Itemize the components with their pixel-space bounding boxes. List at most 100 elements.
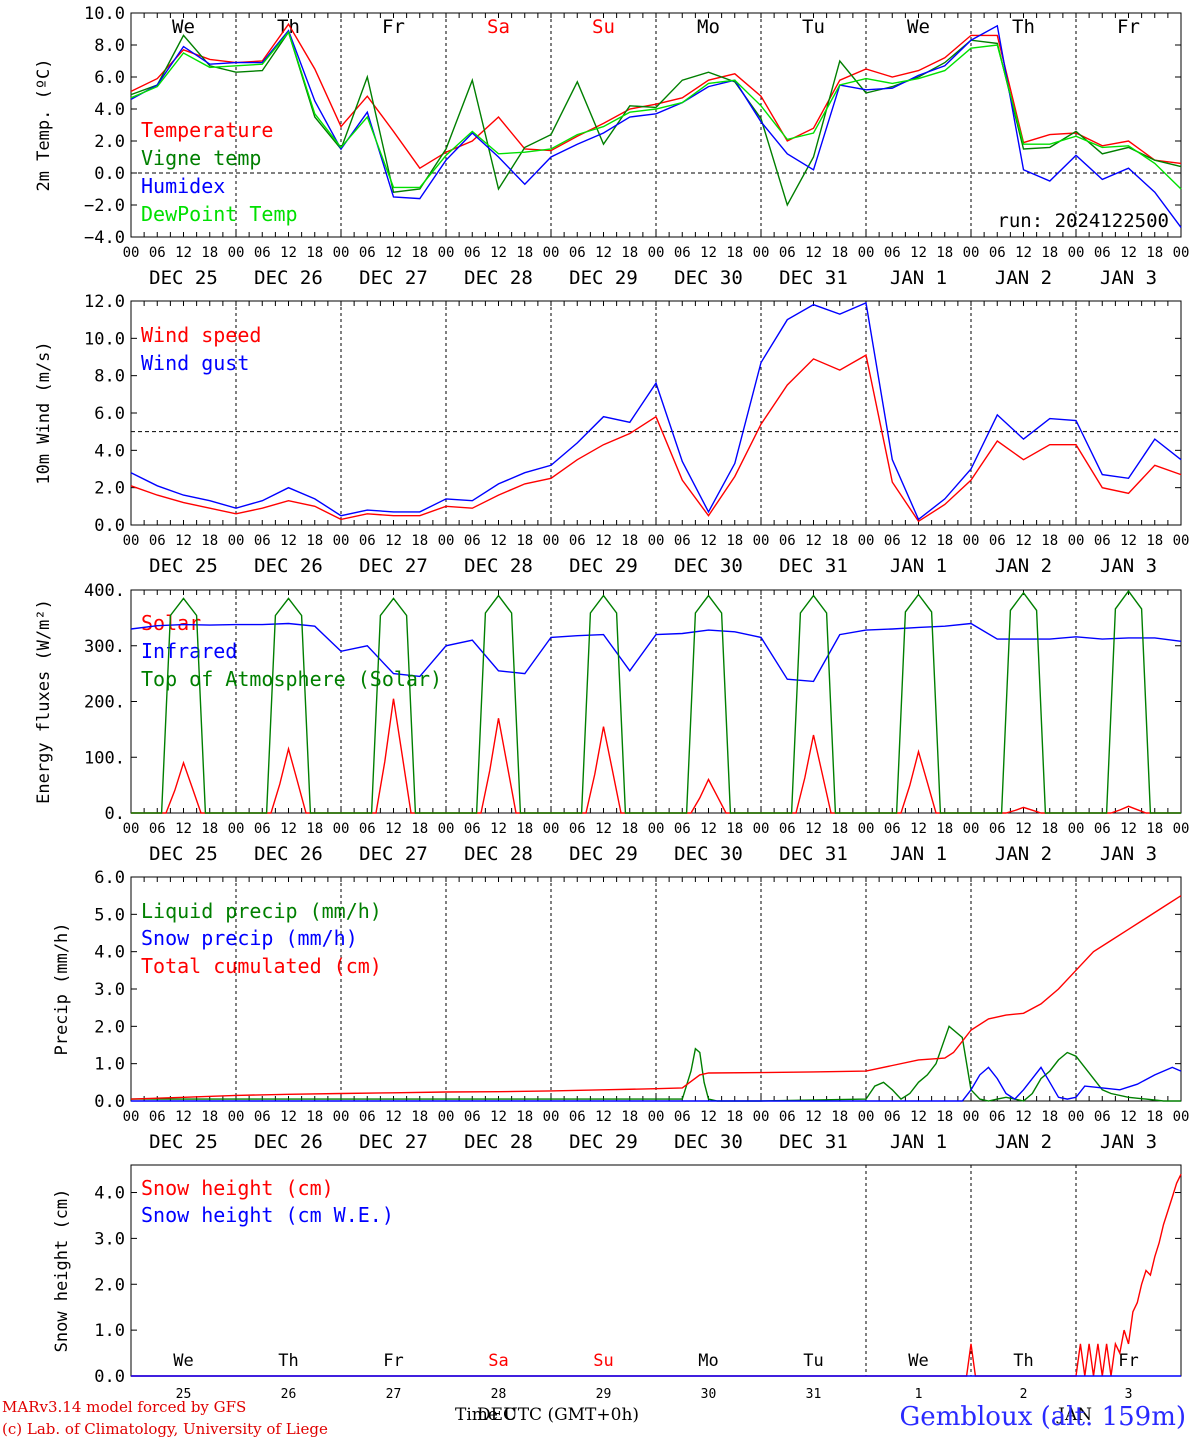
weekday-label: Mo <box>698 1351 718 1371</box>
y-tick-label: 0. <box>105 804 125 824</box>
y-tick-label: 1.0 <box>94 1321 125 1341</box>
hour-tick-label: 00 <box>1173 821 1190 837</box>
hour-tick-label: 12 <box>805 1109 822 1125</box>
y-tick-label: −4.0 <box>84 228 125 248</box>
y-tick-label: 4.0 <box>94 100 125 120</box>
hour-tick-label: 12 <box>910 821 927 837</box>
hour-tick-label: 06 <box>884 1109 901 1125</box>
day-label: DEC 28 <box>464 1131 533 1153</box>
hour-tick-label: 00 <box>123 821 140 837</box>
day-number-label: 1 <box>915 1387 923 1400</box>
day-number-label: 25 <box>176 1387 192 1400</box>
day-label: JAN 1 <box>890 555 947 577</box>
day-label: JAN 3 <box>1100 1131 1157 1153</box>
hour-tick-label: 06 <box>674 821 691 837</box>
y-tick-label: 5.0 <box>94 905 125 925</box>
weekday-label: Su <box>592 16 615 38</box>
y-tick-label: 8.0 <box>94 367 125 387</box>
hour-tick-label: 12 <box>490 1109 507 1125</box>
hour-tick-label: 00 <box>543 533 560 549</box>
hour-tick-label: 18 <box>306 245 323 261</box>
day-label: DEC 29 <box>569 843 638 865</box>
hour-tick-label: 12 <box>280 1109 297 1125</box>
hour-tick-label: 18 <box>831 821 848 837</box>
hour-tick-label: 12 <box>595 821 612 837</box>
hour-tick-label: 06 <box>779 245 796 261</box>
hour-tick-label: 00 <box>648 533 665 549</box>
hour-tick-label: 12 <box>385 821 402 837</box>
series-line <box>131 1025 1181 1102</box>
hour-tick-label: 06 <box>674 1109 691 1125</box>
legend-entry: Top of Atmosphere (Solar) <box>141 667 442 691</box>
hour-tick-label: 00 <box>753 1109 770 1125</box>
hour-tick-label: 18 <box>936 533 953 549</box>
legend-entry: Temperature <box>141 118 273 142</box>
legend-entry: Snow precip (mm/h) <box>141 926 358 950</box>
hour-tick-label: 12 <box>910 245 927 261</box>
hour-tick-label: 18 <box>831 533 848 549</box>
hour-tick-label: 18 <box>306 821 323 837</box>
hour-tick-label: 18 <box>936 1109 953 1125</box>
weekday-label: Fr <box>1118 1351 1138 1371</box>
series-line <box>130 301 1182 521</box>
y-axis-label: Energy fluxes (W/m²) <box>34 599 54 804</box>
day-label: DEC 29 <box>569 267 638 289</box>
weekday-label: Tu <box>802 16 825 38</box>
hour-tick-label: 18 <box>516 821 533 837</box>
y-tick-label: 3.0 <box>94 980 125 1000</box>
hour-tick-label: 18 <box>936 245 953 261</box>
hour-tick-label: 18 <box>621 245 638 261</box>
meteogram: 00 06 12 18 00 06 12 18 00 06 12 18 00 06 12 18 00 06 12 18… <box>34 4 1190 1400</box>
day-number-label: 28 <box>491 1387 507 1400</box>
day-label: JAN 2 <box>995 555 1052 577</box>
hour-tick-label: 00 <box>753 821 770 837</box>
hour-tick-label: 12 <box>910 1109 927 1125</box>
run-annotation: run: 2024122500 <box>997 210 1169 232</box>
hour-tick-label: 06 <box>779 1109 796 1125</box>
legend-entry: Wind speed <box>141 323 261 347</box>
series-line <box>131 589 1181 814</box>
day-label: JAN 2 <box>995 267 1052 289</box>
weekday-label: Su <box>593 1351 613 1371</box>
day-label: JAN 2 <box>995 843 1052 865</box>
hour-tick-label: 06 <box>149 821 166 837</box>
hour-tick-label: 12 <box>280 533 297 549</box>
day-number-label: 26 <box>281 1387 297 1400</box>
hour-tick-label: 00 <box>1068 533 1085 549</box>
lab-credit: (c) Lab. of Climatology, University of L… <box>2 1420 328 1438</box>
legend-entry: DewPoint Temp <box>141 202 298 226</box>
hour-tick-label: 18 <box>726 533 743 549</box>
hour-tick-label: 06 <box>464 245 481 261</box>
series-line <box>130 30 1182 207</box>
day-label: DEC 30 <box>674 1131 743 1153</box>
day-label: JAN 3 <box>1100 267 1157 289</box>
y-tick-label: 4.0 <box>94 943 125 963</box>
weekday-label: Fr <box>1117 16 1140 38</box>
hour-tick-label: 00 <box>1173 1109 1190 1125</box>
weekday-label: Tu <box>803 1351 823 1371</box>
hour-tick-label: 06 <box>569 1109 586 1125</box>
hour-tick-label: 00 <box>228 533 245 549</box>
weekday-label: Fr <box>383 1351 403 1371</box>
legend-entry: Vigne temp <box>141 146 261 170</box>
hour-tick-label: 18 <box>1146 821 1163 837</box>
hour-tick-label: 06 <box>149 1109 166 1125</box>
month-label-dec: DEC <box>477 1405 517 1425</box>
hour-tick-label: 12 <box>1015 245 1032 261</box>
hour-tick-label: 06 <box>1094 821 1111 837</box>
hour-tick-label: 18 <box>1146 533 1163 549</box>
day-label: DEC 31 <box>779 843 848 865</box>
day-label: DEC 31 <box>779 267 848 289</box>
y-tick-label: 100. <box>84 748 125 768</box>
hour-tick-label: 18 <box>411 821 428 837</box>
hour-tick-label: 06 <box>464 533 481 549</box>
hour-tick-label: 00 <box>438 1109 455 1125</box>
day-label: DEC 28 <box>464 267 533 289</box>
weekday-label: We <box>908 1351 928 1371</box>
hour-tick-label: 06 <box>569 245 586 261</box>
hour-tick-label: 00 <box>858 821 875 837</box>
hour-tick-label: 18 <box>411 533 428 549</box>
hour-tick-label: 18 <box>1146 245 1163 261</box>
hour-tick-label: 18 <box>1146 1109 1163 1125</box>
hour-tick-label: 06 <box>884 245 901 261</box>
